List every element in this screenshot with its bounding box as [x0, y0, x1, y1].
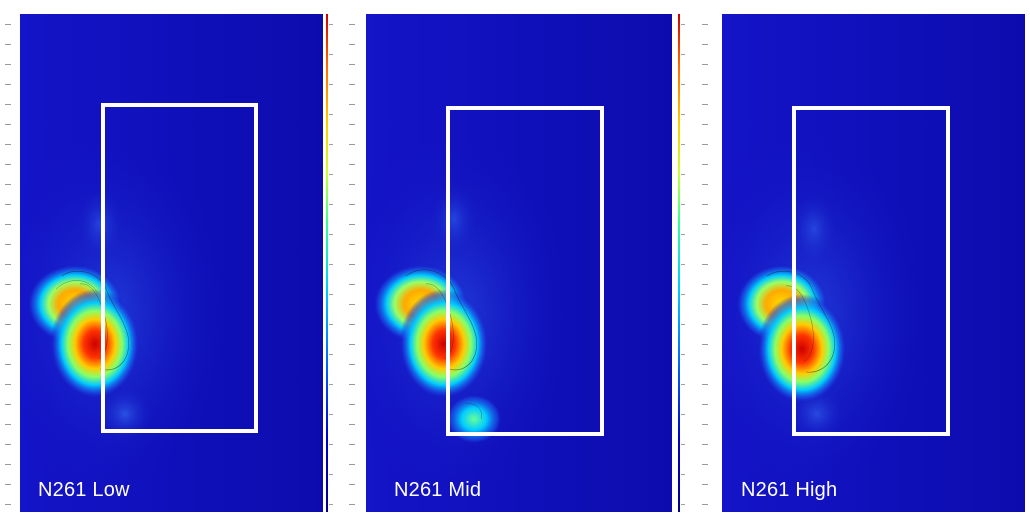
heatmap — [20, 14, 323, 512]
panel-label: N261 Low — [38, 479, 130, 501]
y-axis-ticks — [702, 14, 712, 512]
color-bar — [678, 14, 680, 512]
color-bar-ticks — [329, 14, 339, 512]
panel-high: N261 High — [700, 0, 1030, 516]
heatmap-plot — [722, 14, 1025, 512]
panel-label: N261 High — [741, 479, 838, 501]
y-axis-ticks — [349, 14, 359, 512]
heatmap-plot — [20, 14, 323, 512]
color-bar-ticks — [681, 14, 691, 512]
heatmap — [722, 14, 1025, 512]
highlight-box — [446, 106, 604, 436]
heatmap-plot — [366, 14, 672, 512]
panel-mid: N261 Mid — [345, 0, 690, 516]
highlight-box — [792, 106, 950, 436]
panel-label: N261 Mid — [394, 479, 482, 501]
highlight-box — [101, 103, 258, 433]
y-axis-ticks — [5, 14, 15, 512]
heatmap — [366, 14, 672, 512]
color-bar — [326, 14, 328, 512]
panel-low: N261 Low — [0, 0, 340, 516]
